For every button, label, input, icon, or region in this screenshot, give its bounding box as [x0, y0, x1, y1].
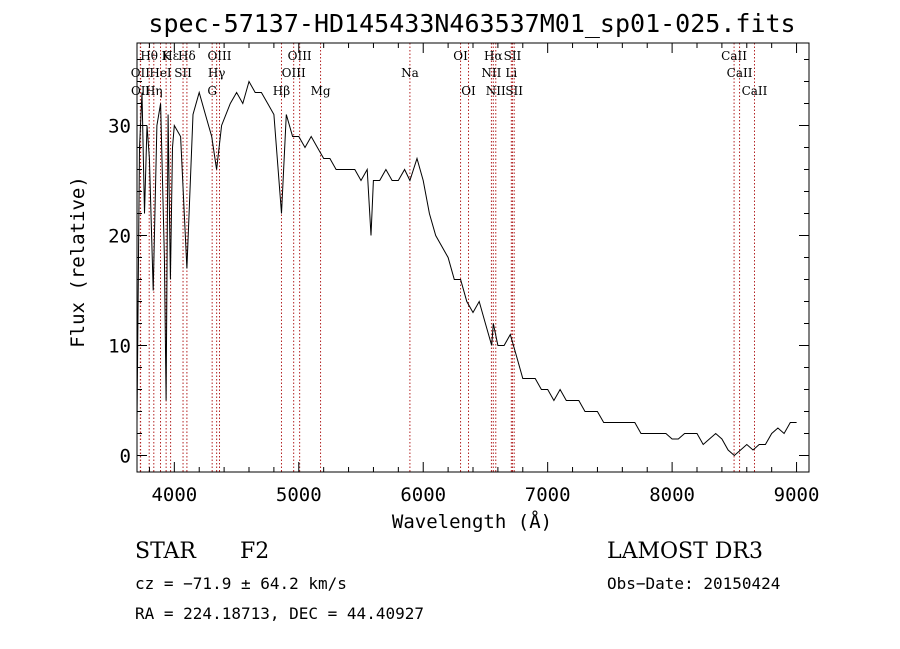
x-tick-label-4: 8000: [649, 484, 695, 506]
line-label-11: SII: [174, 66, 192, 80]
line-label-6: Hα: [484, 49, 503, 63]
plot-frame: [136, 42, 810, 473]
line-markers: [139, 43, 755, 472]
x-tick-label-1: 5000: [276, 484, 322, 506]
line-label-18: OII: [131, 84, 151, 98]
y-axis-label: Flux (relative): [67, 176, 89, 348]
x-axis: 4000 5000 6000 7000 8000 9000: [148, 43, 820, 506]
x-tick-label-3: 7000: [525, 484, 571, 506]
y-tick-label-3: 30: [108, 116, 131, 138]
line-label-26: CaII: [742, 84, 768, 98]
obs-date: Obs−Date: 20150424: [607, 574, 781, 593]
line-label-2: Hδ: [178, 49, 196, 63]
line-label-12: Hγ: [208, 66, 226, 80]
line-label-16: Li: [505, 66, 517, 80]
object-class: STAR: [135, 539, 196, 564]
line-label-3: OIII: [207, 49, 231, 63]
line-label-13: OIII: [282, 66, 306, 80]
line-label-9: OII: [131, 66, 151, 80]
y-axis: 0 10 20 30: [108, 59, 809, 468]
chart-title: spec-57137-HD145433N463537M01_sp01-025.f…: [148, 9, 795, 38]
line-label-8: CaII: [721, 49, 747, 63]
line-label-23: OI: [461, 84, 476, 98]
survey-label: LAMOST DR3: [607, 539, 763, 564]
line-label-4: OIII: [288, 49, 312, 63]
line-label-22: Mg: [311, 84, 331, 98]
coordinates: RA = 224.18713, DEC = 44.40927: [135, 604, 424, 623]
line-label-24: NII: [486, 84, 506, 98]
y-tick-label-1: 10: [108, 336, 131, 358]
line-label-20: G: [207, 84, 217, 98]
x-tick-label-5: 9000: [774, 484, 820, 506]
line-label-25: SII: [505, 84, 523, 98]
line-label-5: OI: [453, 49, 468, 63]
line-label-7: SII: [504, 49, 522, 63]
redshift-cz: cz = −71.9 ± 64.2 km/s: [135, 574, 347, 593]
line-label-27: Hε: [162, 49, 179, 63]
y-tick-label-0: 0: [120, 446, 131, 468]
line-label-1: K: [162, 49, 172, 63]
y-tick-label-2: 20: [108, 226, 131, 248]
x-axis-label: Wavelength (Å): [392, 510, 552, 533]
x-tick-label-0: 4000: [151, 484, 197, 506]
line-label-0: Hθ: [140, 49, 158, 63]
x-tick-label-2: 6000: [400, 484, 446, 506]
line-label-15: NII: [481, 66, 501, 80]
line-label-17: CaII: [727, 66, 753, 80]
line-label-21: Hβ: [273, 84, 290, 98]
line-label-10: HeI: [149, 66, 172, 80]
line-label-14: Na: [401, 66, 419, 80]
line-label-19: Hη: [145, 84, 163, 98]
spectrum-line: [136, 80, 797, 457]
subclass: F2: [240, 539, 270, 564]
